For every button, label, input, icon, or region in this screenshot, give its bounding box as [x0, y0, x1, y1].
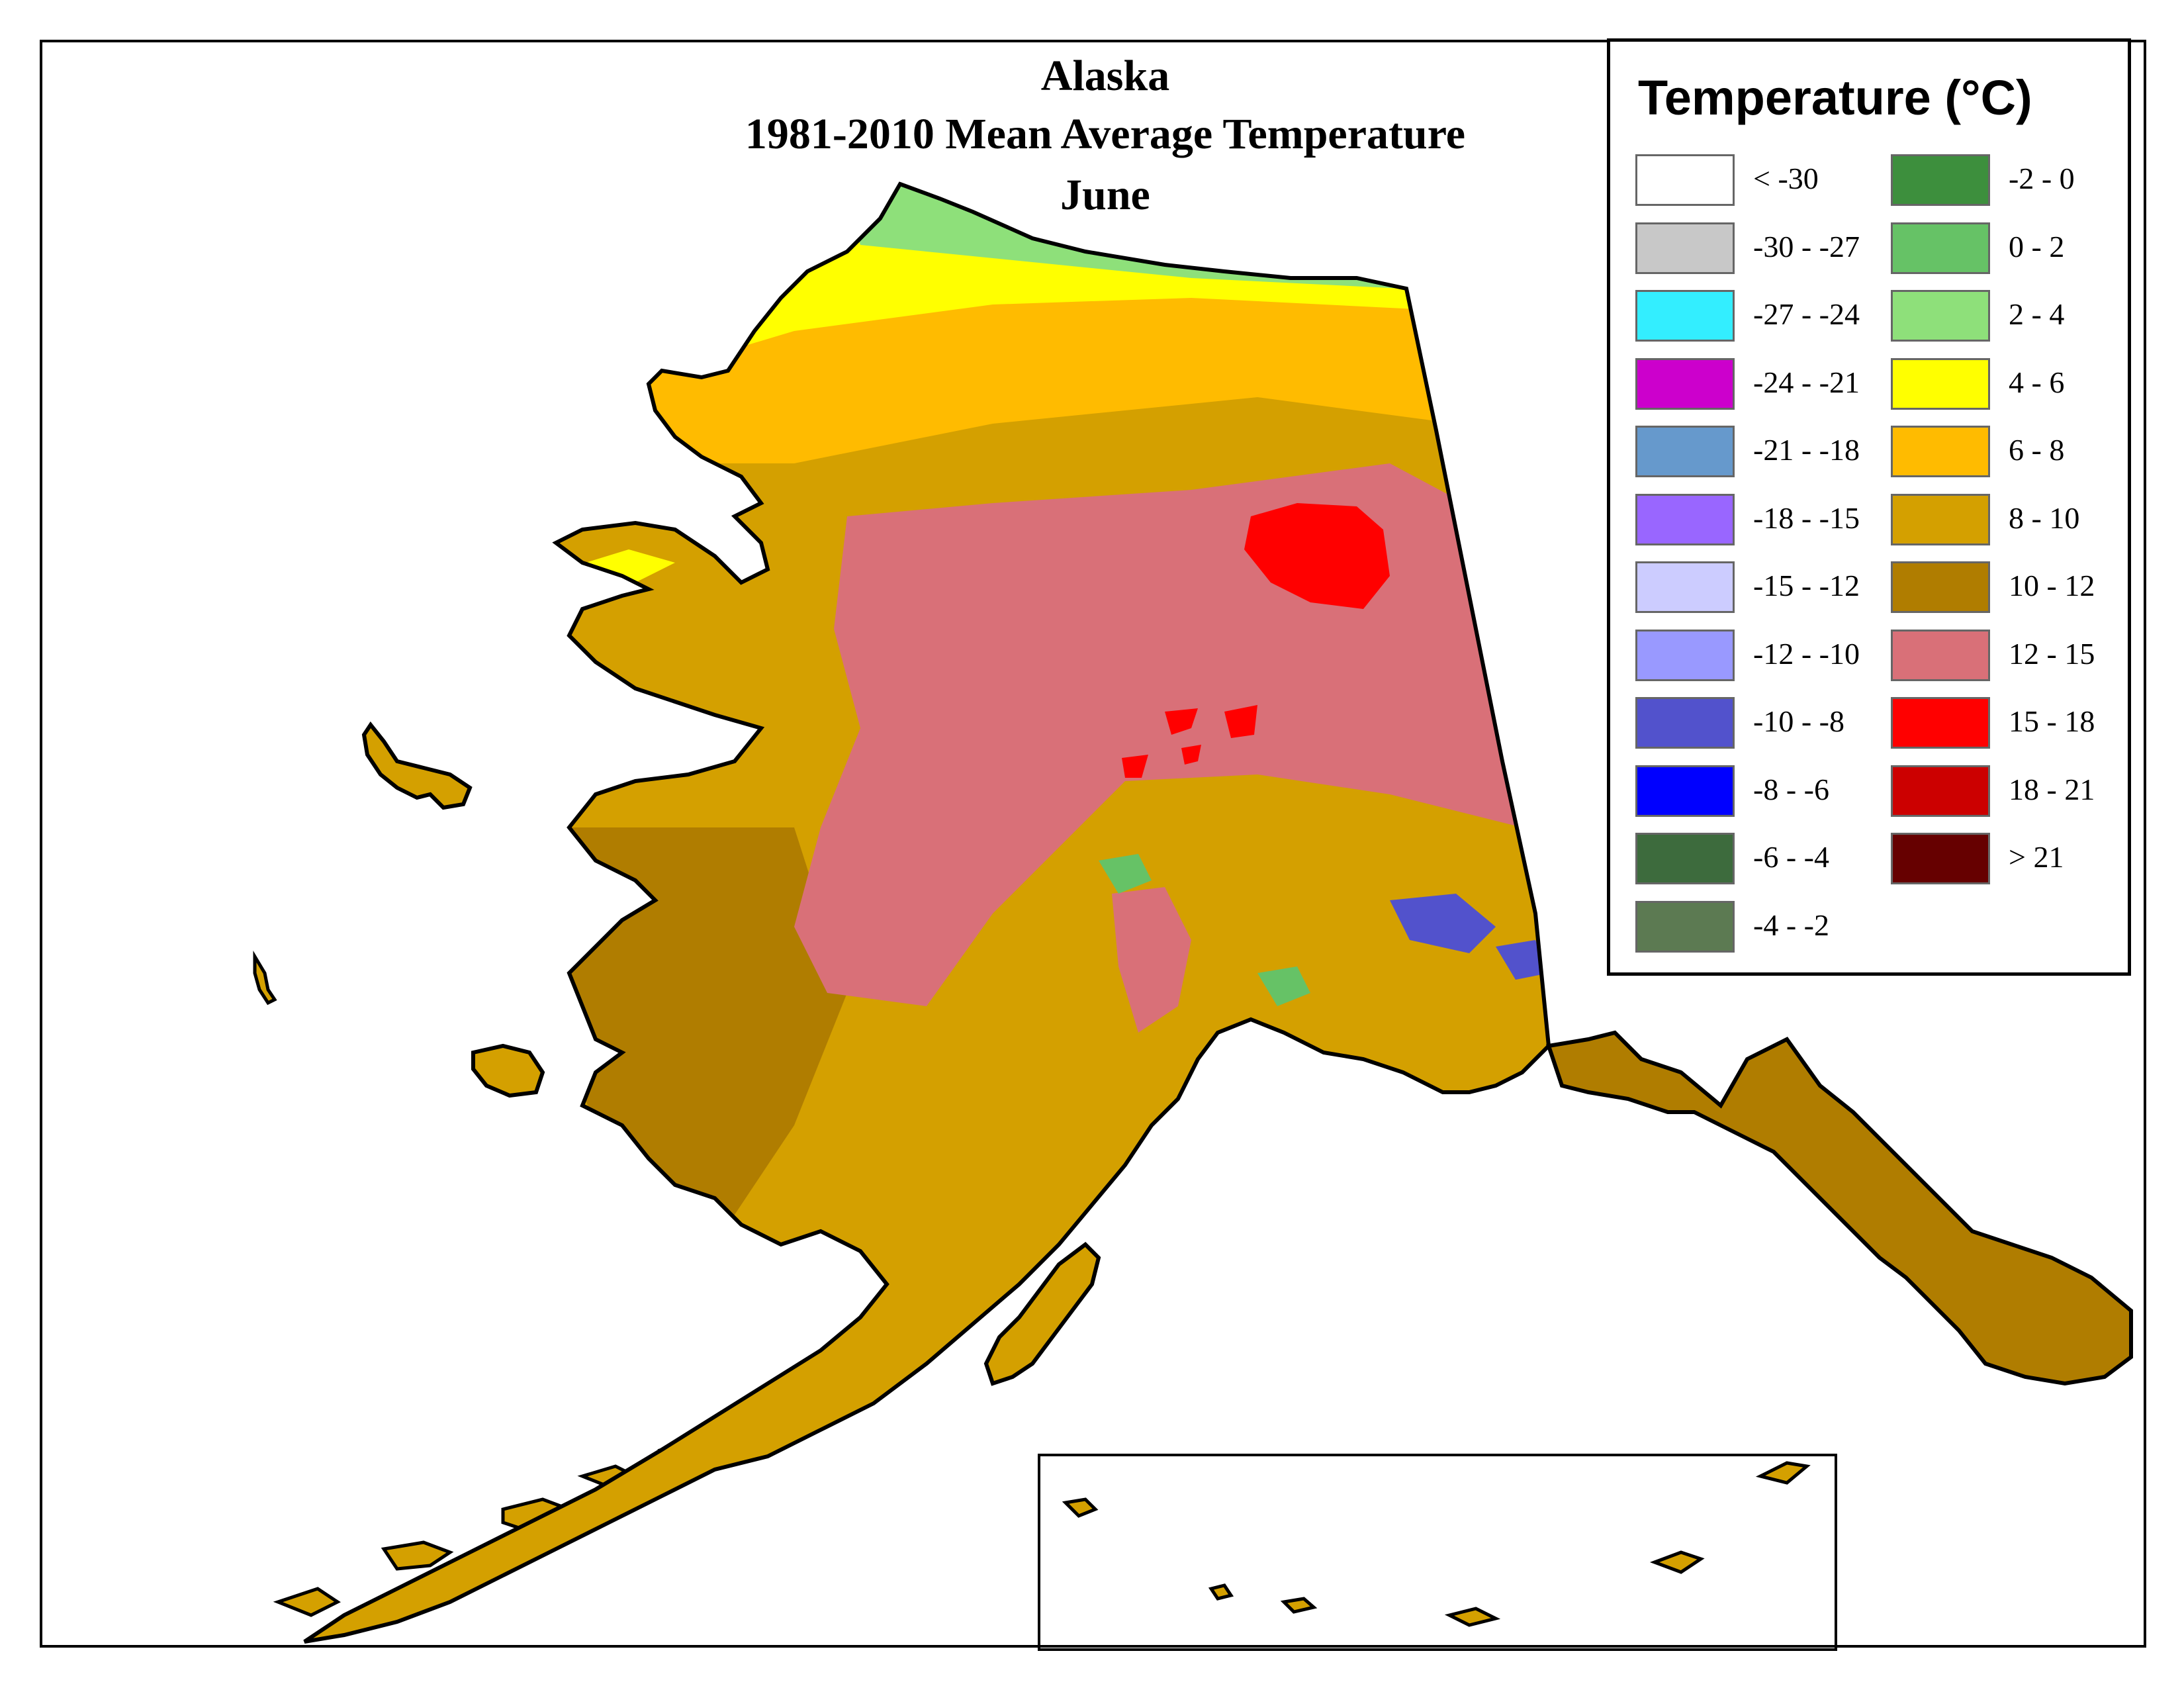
legend-title: Temperature (°C) — [1638, 70, 2032, 125]
st-matthew-island — [253, 950, 277, 1006]
legend-swatch — [1891, 426, 1990, 477]
legend: Temperature (°C) < -30 -30 - -27 -27 - -24… — [1607, 38, 2131, 976]
legend-label: 4 - 6 — [2009, 365, 2065, 399]
aleutian-west-3 — [1444, 1607, 1501, 1627]
legend-swatch — [1635, 629, 1735, 681]
legend-swatch — [1635, 765, 1735, 817]
legend-swatch — [1891, 493, 1990, 545]
legend-label: -2 - 0 — [2009, 162, 2075, 195]
legend-label: 6 - 8 — [2009, 433, 2065, 467]
legend-swatch — [1891, 222, 1990, 274]
legend-label: -8 - -6 — [1753, 772, 1829, 806]
legend-swatch — [1891, 290, 1990, 342]
kodiak-island — [983, 1242, 1101, 1386]
legend-swatch — [1635, 222, 1735, 274]
legend-swatch — [1635, 426, 1735, 477]
legend-swatch — [1891, 154, 1990, 206]
legend-swatch — [1635, 290, 1735, 342]
legend-label: -12 - -10 — [1753, 636, 1860, 671]
aleutian-west-5 — [1755, 1461, 1811, 1485]
legend-label: 10 - 12 — [2009, 569, 2095, 602]
legend-swatch — [1635, 900, 1735, 953]
aleutian-west-1 — [1062, 1497, 1099, 1518]
legend-label: -15 - -12 — [1753, 569, 1860, 602]
legend-swatch — [1635, 697, 1735, 749]
map-title: Alaska — [1040, 52, 1170, 100]
legend-label: 12 - 15 — [2009, 636, 2095, 671]
legend-swatch — [1891, 629, 1990, 681]
legend-label: 8 - 10 — [2009, 500, 2080, 535]
legend-label: 2 - 4 — [2009, 297, 2065, 331]
legend-label: -4 - -2 — [1753, 908, 1829, 942]
legend-swatch — [1635, 493, 1735, 545]
legend-label: -30 - -27 — [1753, 229, 1860, 263]
legend-swatch — [1891, 697, 1990, 749]
legend-swatch — [1891, 561, 1990, 613]
legend-label: < -30 — [1753, 162, 1819, 195]
legend-label: > 21 — [2009, 840, 2064, 874]
legend-swatch — [1635, 357, 1735, 410]
legend-swatch — [1635, 833, 1735, 884]
nunivak-island — [471, 1043, 545, 1098]
legend-label: 18 - 21 — [2009, 772, 2095, 806]
southeast-panhandle — [1546, 1030, 2133, 1386]
legend-label: -18 - -15 — [1753, 500, 1860, 535]
aleutian-2 — [381, 1540, 454, 1571]
legend-swatch — [1891, 765, 1990, 817]
legend-label: -10 - -8 — [1753, 704, 1844, 738]
legend-label: -6 - -4 — [1753, 840, 1829, 874]
legend-label: -27 - -24 — [1753, 297, 1860, 331]
legend-label: -21 - -18 — [1753, 433, 1860, 467]
st-lawrence-island — [361, 721, 473, 810]
aleutian-3 — [273, 1587, 341, 1617]
legend-swatch — [1635, 561, 1735, 613]
legend-label: -24 - -21 — [1753, 365, 1860, 399]
map-subtitle: 1981-2010 Mean Average Temperature — [745, 110, 1466, 158]
aleutian-west-4 — [1649, 1550, 1705, 1574]
legend-label: 15 - 18 — [2009, 704, 2095, 738]
legend-swatch — [1635, 154, 1735, 206]
aleutian-west-6 — [1280, 1597, 1318, 1614]
legend-swatch — [1891, 357, 1990, 410]
legend-label: 0 - 2 — [2009, 229, 2065, 263]
map-month: June — [1060, 171, 1150, 219]
legend-swatch — [1891, 833, 1990, 884]
aleutian-west-2 — [1208, 1583, 1234, 1601]
aleutian-inset-frame — [1038, 1454, 1837, 1651]
